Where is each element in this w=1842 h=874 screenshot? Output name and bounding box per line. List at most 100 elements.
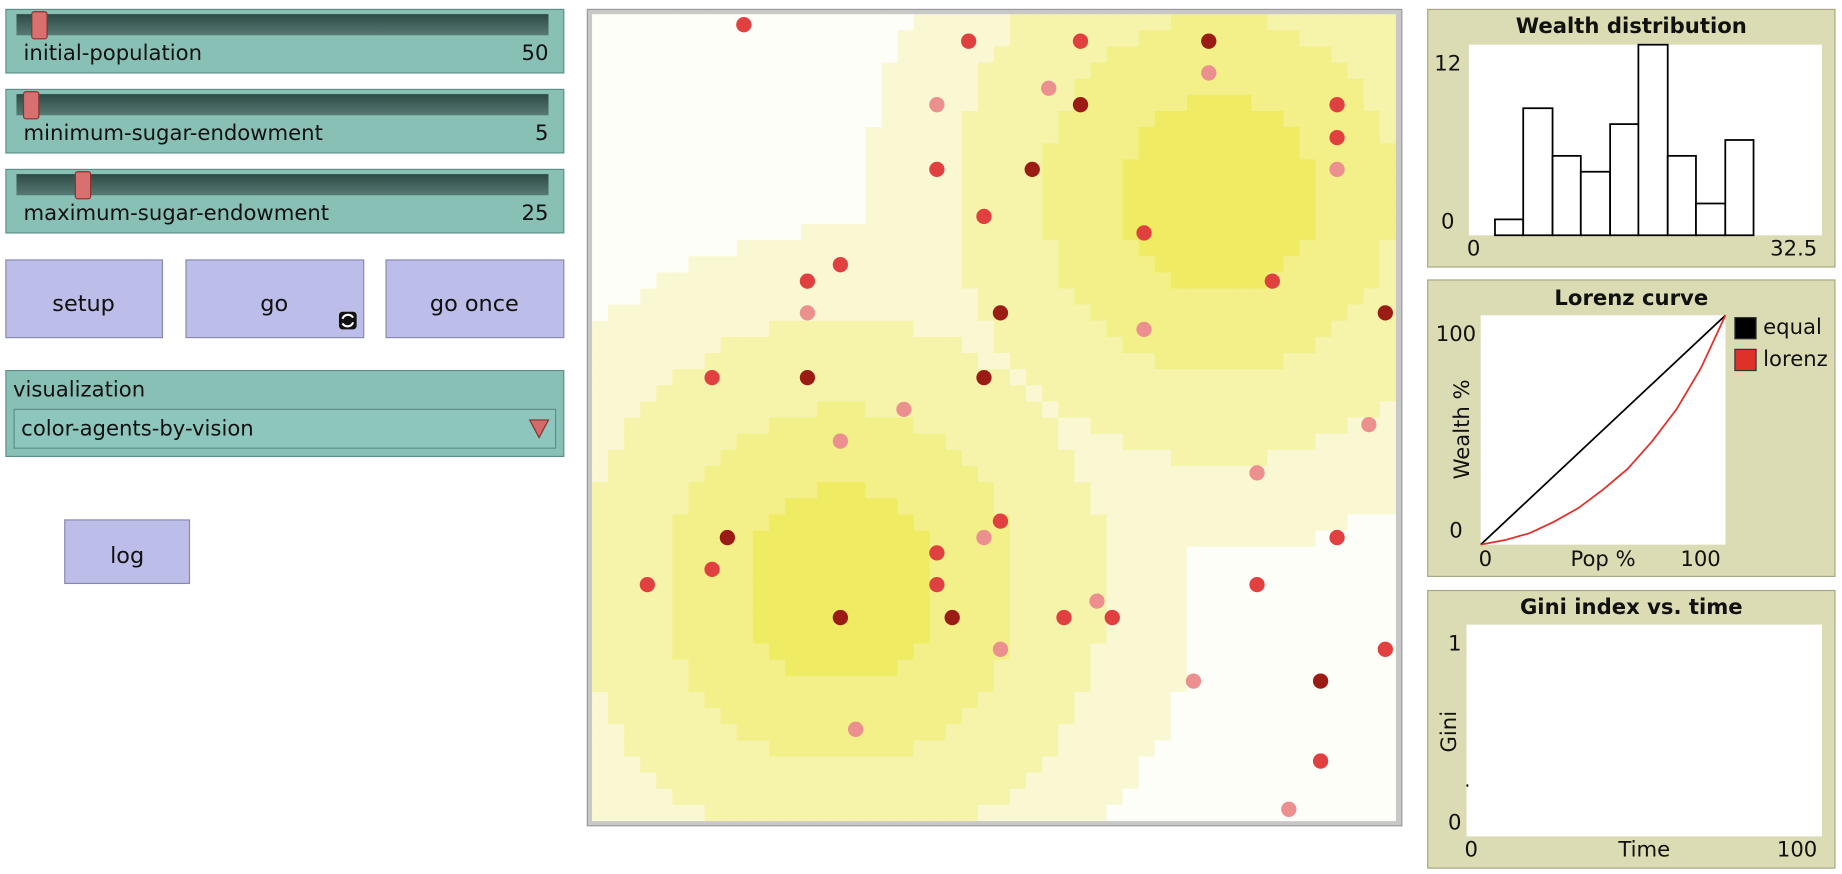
patch (1058, 675, 1076, 693)
chooser[interactable]: visualization color-agents-by-vision (5, 369, 565, 457)
patch (1186, 740, 1204, 758)
patch (977, 546, 995, 564)
patch (688, 143, 706, 161)
patch (688, 546, 706, 564)
slider-thumb[interactable] (22, 91, 40, 120)
patch (736, 191, 754, 209)
patch (736, 30, 754, 48)
patch (1122, 110, 1140, 128)
button[interactable]: log (64, 519, 191, 585)
patch (1202, 175, 1220, 193)
patch (720, 675, 738, 693)
patch (897, 256, 915, 274)
slider[interactable]: initial-population 50 (5, 8, 565, 74)
patch (656, 627, 674, 645)
patch (1347, 46, 1365, 64)
slider[interactable]: minimum-sugar-endowment 5 (5, 88, 565, 154)
patch (1154, 514, 1172, 532)
patch (897, 675, 915, 693)
patch (1202, 611, 1220, 629)
patch (784, 207, 802, 225)
button[interactable]: go once (385, 259, 565, 339)
patch (1106, 708, 1124, 725)
patch (592, 320, 609, 338)
patch (977, 643, 995, 661)
patch (1186, 611, 1204, 629)
patch (768, 159, 786, 177)
patch (1186, 466, 1204, 483)
patch (1074, 110, 1092, 128)
patch (1170, 772, 1188, 790)
patch (592, 514, 609, 532)
patch (608, 143, 625, 161)
patch (945, 272, 963, 290)
patch (1331, 659, 1349, 677)
patch (1379, 740, 1396, 758)
patch (1186, 772, 1204, 790)
patch (1186, 514, 1204, 532)
patch (720, 304, 738, 322)
patch (1251, 385, 1269, 403)
patch (1347, 627, 1365, 645)
patch (1042, 304, 1059, 322)
button[interactable]: setup (5, 259, 164, 339)
patch (656, 62, 674, 80)
patch (1315, 804, 1333, 822)
histogram-bar (1551, 154, 1582, 237)
button[interactable]: go (185, 259, 365, 339)
patch (865, 191, 883, 209)
patch (752, 756, 770, 774)
patch (833, 288, 850, 306)
patch (704, 756, 722, 774)
patch (993, 546, 1011, 564)
patch (881, 659, 899, 677)
patch (1331, 578, 1349, 596)
patch (672, 62, 690, 80)
patch (752, 675, 770, 693)
patch (897, 772, 915, 790)
patch (1251, 675, 1269, 693)
chooser-box[interactable] (13, 408, 557, 449)
patch (768, 530, 786, 548)
patch (1299, 369, 1317, 387)
patch (945, 546, 963, 564)
patch (1347, 78, 1365, 96)
patch (608, 288, 625, 306)
patch (672, 207, 690, 225)
patch (865, 159, 883, 177)
patch (1299, 482, 1317, 499)
patch (752, 191, 770, 209)
slider-thumb[interactable] (74, 171, 92, 200)
patch (1315, 417, 1333, 435)
patch (1251, 498, 1269, 516)
patch (704, 143, 722, 161)
patch (913, 127, 931, 144)
slider[interactable]: maximum-sugar-endowment 25 (5, 168, 565, 234)
patch (688, 320, 706, 338)
patch (1138, 578, 1156, 596)
patch (736, 627, 754, 645)
patch (865, 756, 883, 774)
patch (881, 627, 899, 645)
patch (784, 466, 802, 483)
patch (913, 14, 931, 31)
patch (1138, 78, 1156, 96)
patch (608, 611, 625, 629)
patch (1363, 546, 1381, 564)
patch (817, 724, 834, 742)
patch (720, 546, 738, 564)
patch (1299, 288, 1317, 306)
patch (1170, 143, 1188, 161)
patch (1138, 385, 1156, 403)
patch (1299, 110, 1317, 128)
patch (977, 449, 995, 467)
patch (608, 175, 625, 193)
agent (1201, 33, 1217, 49)
patch (1219, 191, 1236, 209)
slider-thumb[interactable] (31, 11, 48, 40)
patch (1202, 466, 1220, 483)
patch (1379, 240, 1396, 257)
patch (592, 175, 609, 193)
patch (736, 272, 754, 290)
